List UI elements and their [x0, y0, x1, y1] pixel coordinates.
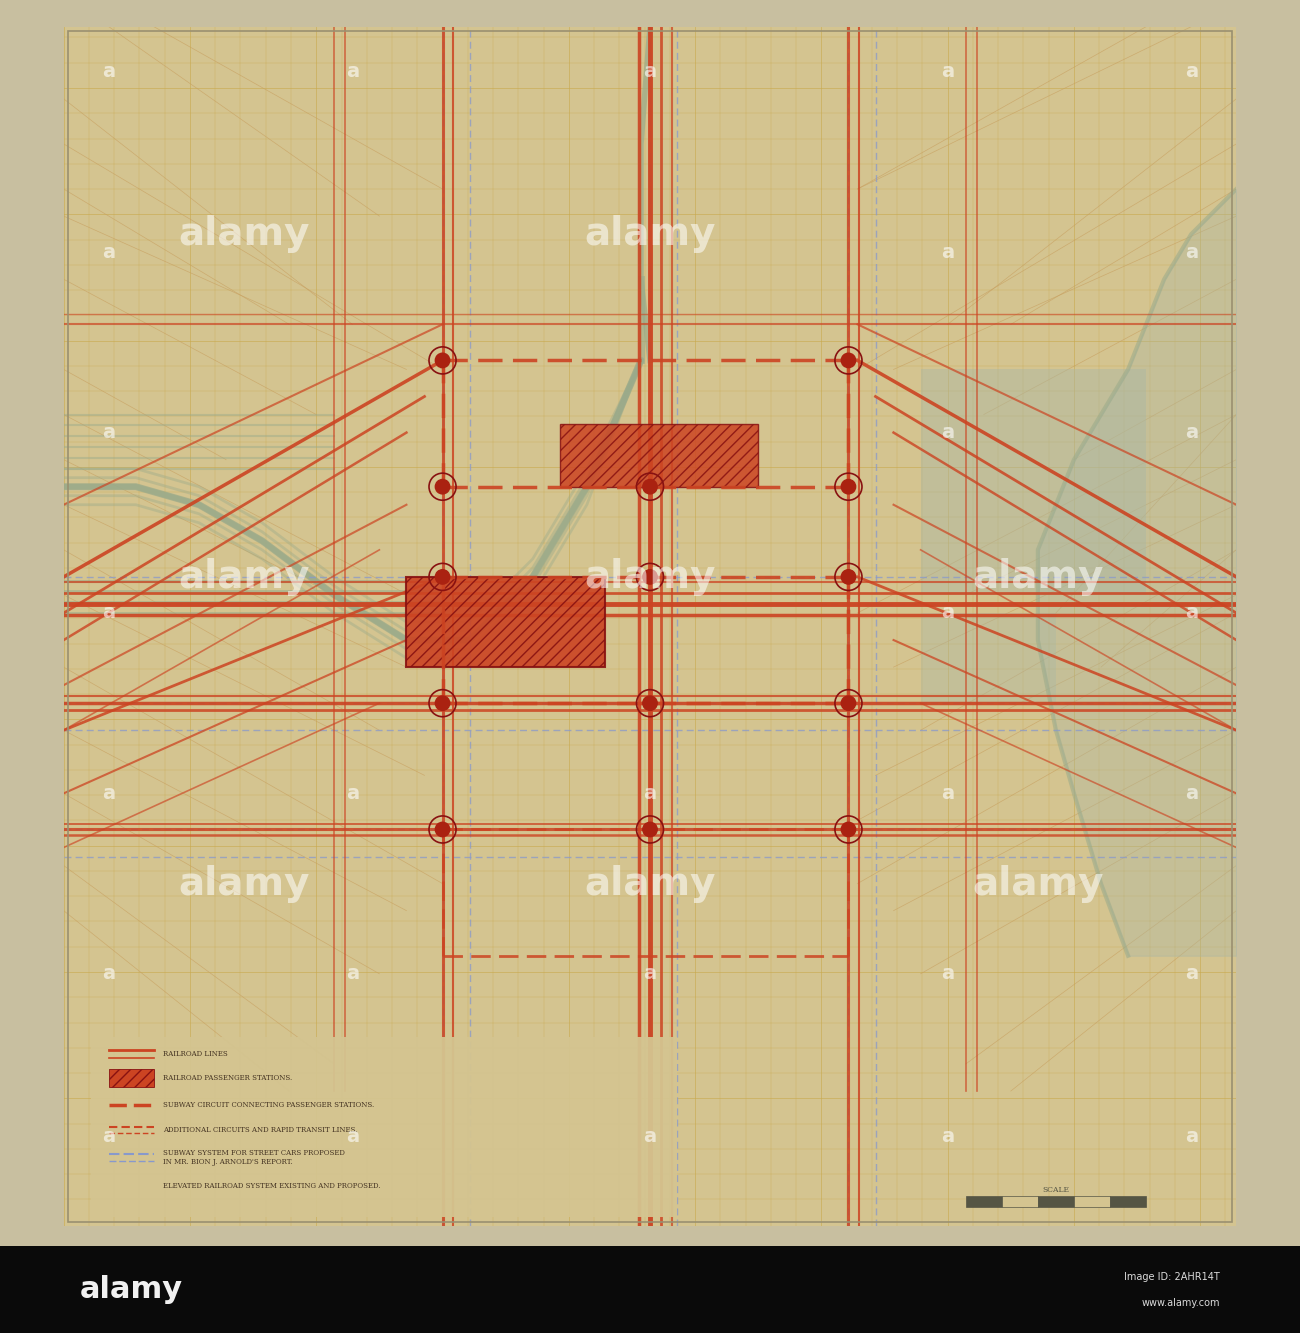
- Text: alamy: alamy: [178, 865, 309, 902]
- Text: alamy: alamy: [178, 559, 309, 596]
- Bar: [1002, 1196, 1037, 1206]
- Circle shape: [642, 696, 658, 710]
- Text: a: a: [103, 1126, 116, 1145]
- Text: a: a: [103, 423, 116, 443]
- Circle shape: [841, 822, 855, 837]
- Text: a: a: [941, 423, 954, 443]
- Circle shape: [436, 480, 450, 495]
- Text: a: a: [1184, 784, 1197, 802]
- Circle shape: [642, 480, 658, 495]
- Text: a: a: [941, 63, 954, 81]
- Text: alamy: alamy: [584, 559, 716, 596]
- Circle shape: [436, 353, 450, 368]
- Text: alamy: alamy: [584, 215, 716, 253]
- Circle shape: [841, 353, 855, 368]
- Text: a: a: [941, 1126, 954, 1145]
- Text: a: a: [644, 63, 656, 81]
- Text: alamy: alamy: [972, 559, 1104, 596]
- Text: a: a: [1184, 604, 1197, 623]
- Text: a: a: [103, 63, 116, 81]
- Bar: [560, 424, 758, 487]
- Text: alamy: alamy: [81, 1276, 183, 1304]
- Text: a: a: [1184, 63, 1197, 81]
- Text: a: a: [1184, 423, 1197, 443]
- Text: alamy: alamy: [972, 865, 1104, 902]
- Text: Image ID: 2AHR14T: Image ID: 2AHR14T: [1124, 1272, 1219, 1282]
- Text: a: a: [103, 604, 116, 623]
- Circle shape: [841, 569, 855, 584]
- Text: a: a: [941, 604, 954, 623]
- Text: a: a: [941, 243, 954, 261]
- Bar: [407, 577, 604, 666]
- Bar: [1110, 1196, 1147, 1206]
- Text: a: a: [103, 784, 116, 802]
- Text: SUBWAY CIRCUIT CONNECTING PASSENGER STATIONS.: SUBWAY CIRCUIT CONNECTING PASSENGER STAT…: [162, 1101, 374, 1109]
- Bar: [920, 613, 1056, 704]
- Text: a: a: [346, 964, 359, 984]
- Text: a: a: [941, 784, 954, 802]
- Circle shape: [436, 569, 450, 584]
- Text: ADDITIONAL CIRCUITS AND RAPID TRANSIT LINES.: ADDITIONAL CIRCUITS AND RAPID TRANSIT LI…: [162, 1126, 358, 1134]
- Text: a: a: [346, 784, 359, 802]
- Text: alamy: alamy: [584, 865, 716, 902]
- Text: a: a: [1184, 243, 1197, 261]
- Text: a: a: [1184, 1126, 1197, 1145]
- Text: a: a: [644, 1126, 656, 1145]
- Text: a: a: [941, 964, 954, 984]
- Bar: [1037, 1196, 1074, 1206]
- Text: a: a: [346, 1126, 359, 1145]
- Circle shape: [436, 696, 450, 710]
- Bar: [966, 1196, 1002, 1206]
- Bar: [920, 369, 1147, 595]
- Bar: [109, 1069, 153, 1086]
- Text: a: a: [103, 243, 116, 261]
- Text: alamy: alamy: [178, 215, 309, 253]
- Text: a: a: [346, 63, 359, 81]
- Text: a: a: [103, 964, 116, 984]
- Text: SCALE: SCALE: [1043, 1186, 1070, 1194]
- Text: SUBWAY SYSTEM FOR STREET CARS PROPOSED
IN MR. BION J. ARNOLD'S REPORT.: SUBWAY SYSTEM FOR STREET CARS PROPOSED I…: [162, 1149, 344, 1166]
- Text: RAILROAD LINES: RAILROAD LINES: [162, 1050, 228, 1058]
- Text: RAILROAD PASSENGER STATIONS.: RAILROAD PASSENGER STATIONS.: [162, 1073, 292, 1081]
- Circle shape: [841, 480, 855, 495]
- Bar: [1074, 1196, 1110, 1206]
- Text: a: a: [644, 964, 656, 984]
- Bar: [91, 1037, 677, 1217]
- Text: a: a: [1184, 964, 1197, 984]
- Circle shape: [436, 822, 450, 837]
- Circle shape: [642, 569, 658, 584]
- Text: www.alamy.com: www.alamy.com: [1141, 1297, 1219, 1308]
- Text: ELEVATED RAILROAD SYSTEM EXISTING AND PROPOSED.: ELEVATED RAILROAD SYSTEM EXISTING AND PR…: [162, 1182, 381, 1190]
- Circle shape: [642, 822, 658, 837]
- Text: a: a: [644, 784, 656, 802]
- Circle shape: [841, 696, 855, 710]
